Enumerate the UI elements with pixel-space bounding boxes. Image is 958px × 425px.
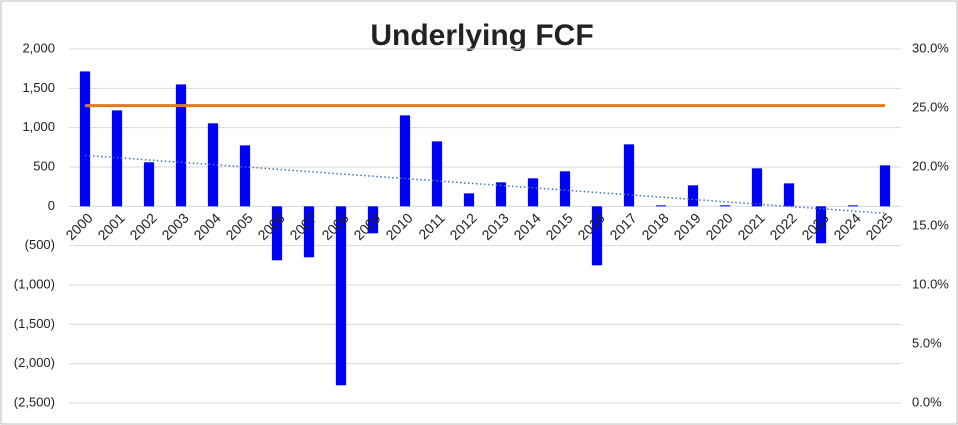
bar [431, 141, 443, 207]
y-tick-label: (500) [25, 237, 55, 252]
bar [335, 206, 347, 386]
bar [463, 193, 475, 207]
bar [367, 206, 379, 234]
y2-tick-label: 10.0% [912, 276, 949, 291]
bar [399, 115, 411, 207]
y-tick-label: 1,500 [22, 80, 55, 95]
bar [751, 168, 763, 207]
y2-tick-label: 5.0% [912, 335, 942, 350]
bar [879, 165, 891, 207]
y2-tick-label: 20.0% [912, 158, 949, 173]
y-tick-label: (2,500) [14, 394, 55, 409]
bar [559, 171, 571, 207]
y2-tick-label: 25.0% [912, 99, 949, 114]
bar [175, 84, 187, 207]
bar [719, 205, 731, 207]
bar [527, 178, 539, 207]
y-tick-label: (1,000) [14, 276, 55, 291]
bar [143, 162, 155, 207]
bar [79, 71, 91, 207]
bar [783, 183, 795, 207]
y-tick-label: 2,000 [22, 40, 55, 55]
y-tick-label: (1,500) [14, 316, 55, 331]
y2-tick-label: 30.0% [912, 40, 949, 55]
y-tick-label: (2,000) [14, 355, 55, 370]
bar [847, 205, 859, 207]
trend-line [84, 154, 886, 215]
bar [303, 206, 315, 258]
bar [495, 182, 507, 207]
y-tick-label: 1,000 [22, 119, 55, 134]
bar [655, 205, 667, 207]
bar [687, 185, 699, 207]
y2-tick-label: 0.0% [912, 394, 942, 409]
bar [591, 206, 603, 266]
y-tick-label: 0 [48, 198, 55, 213]
bar [239, 145, 251, 207]
bar [271, 206, 283, 261]
y2-tick-label: 15.0% [912, 217, 949, 232]
y-tick-label: 500 [33, 158, 55, 173]
bar [623, 144, 635, 207]
chart-title: Underlying FCF [370, 19, 593, 52]
bar [815, 206, 827, 244]
